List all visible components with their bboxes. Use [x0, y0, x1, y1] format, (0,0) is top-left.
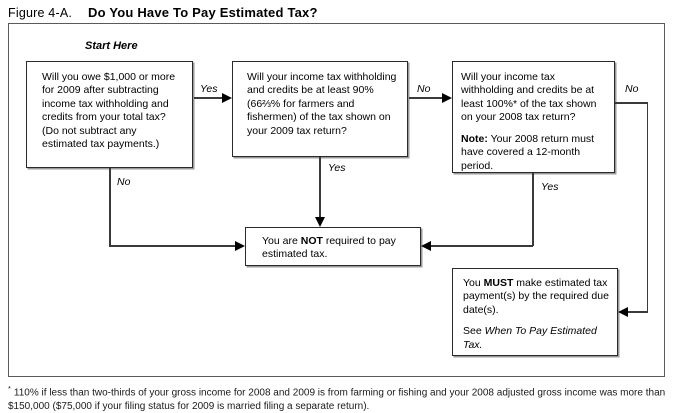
question-box-owe-1000: Will you owe $1,000 or more for 2009 aft…	[26, 61, 193, 168]
question-2-text: Will your income tax withholding and cre…	[247, 71, 397, 137]
figure-heading: Figure 4-A. Do You Have To Pay Estimated…	[8, 5, 318, 20]
footnote: * 110% if less than two-thirds of your gr…	[8, 384, 667, 413]
q3-no-connector-vertical	[646, 102, 648, 312]
q3-yes-connector-vertical	[532, 173, 534, 246]
q2-yes-connector-vertical	[319, 157, 321, 218]
q3-no-label: No	[625, 83, 639, 95]
arrowhead-left-icon	[421, 241, 431, 251]
footnote-asterisk: *	[8, 384, 11, 393]
arrowhead-right-icon	[235, 241, 245, 251]
q1-no-connector-vertical	[109, 168, 111, 246]
q3-no-connector-bottom	[628, 311, 648, 313]
q2-yes-label: Yes	[328, 162, 346, 174]
must-emphasis: MUST	[483, 277, 514, 289]
arrowhead-right-icon	[222, 93, 232, 103]
figure-title: Do You Have To Pay Estimated Tax?	[88, 5, 318, 20]
result-box-must-pay: You MUST make estimated tax payment(s) b…	[452, 268, 618, 356]
q1-yes-label: Yes	[200, 83, 218, 95]
must-pay-text: You MUST make estimated tax payment(s) b…	[463, 277, 609, 316]
q1-no-connector-horizontal	[109, 245, 236, 247]
arrowhead-down-icon	[315, 217, 325, 227]
question-3-text: Will your income tax withholding and cre…	[461, 71, 597, 124]
arrowhead-right-icon	[442, 93, 452, 103]
note-label: Note:	[461, 132, 488, 145]
not-emphasis: NOT	[300, 235, 323, 247]
footnote-text: 110% if less than two-thirds of your gro…	[8, 387, 666, 412]
start-here-label: Start Here	[85, 40, 138, 52]
result-box-not-required: You are NOT required to pay estimated ta…	[245, 227, 421, 266]
q3-yes-label: Yes	[541, 181, 559, 193]
q3-yes-connector-horizontal	[430, 245, 533, 247]
q3-no-connector-top	[615, 102, 648, 104]
question-box-100-percent: Will your income tax withholding and cre…	[452, 61, 615, 173]
see-reference-italic: When To Pay Estimated Tax.	[463, 325, 597, 351]
question-box-90-percent: Will your income tax withholding and cre…	[232, 61, 408, 157]
q1-no-label: No	[117, 176, 131, 188]
q1-yes-connector	[194, 97, 224, 99]
must-pay-reference: See When To Pay Estimated Tax.	[463, 325, 597, 351]
figure-number-label: Figure 4-A.	[8, 6, 73, 20]
question-1-text: Will you owe $1,000 or more for 2009 aft…	[42, 71, 176, 151]
q2-no-connector	[409, 97, 444, 99]
arrowhead-left-icon	[618, 307, 628, 317]
question-3-note: Note: Your 2008 return must have covered…	[461, 132, 595, 172]
q2-no-label: No	[417, 83, 431, 95]
